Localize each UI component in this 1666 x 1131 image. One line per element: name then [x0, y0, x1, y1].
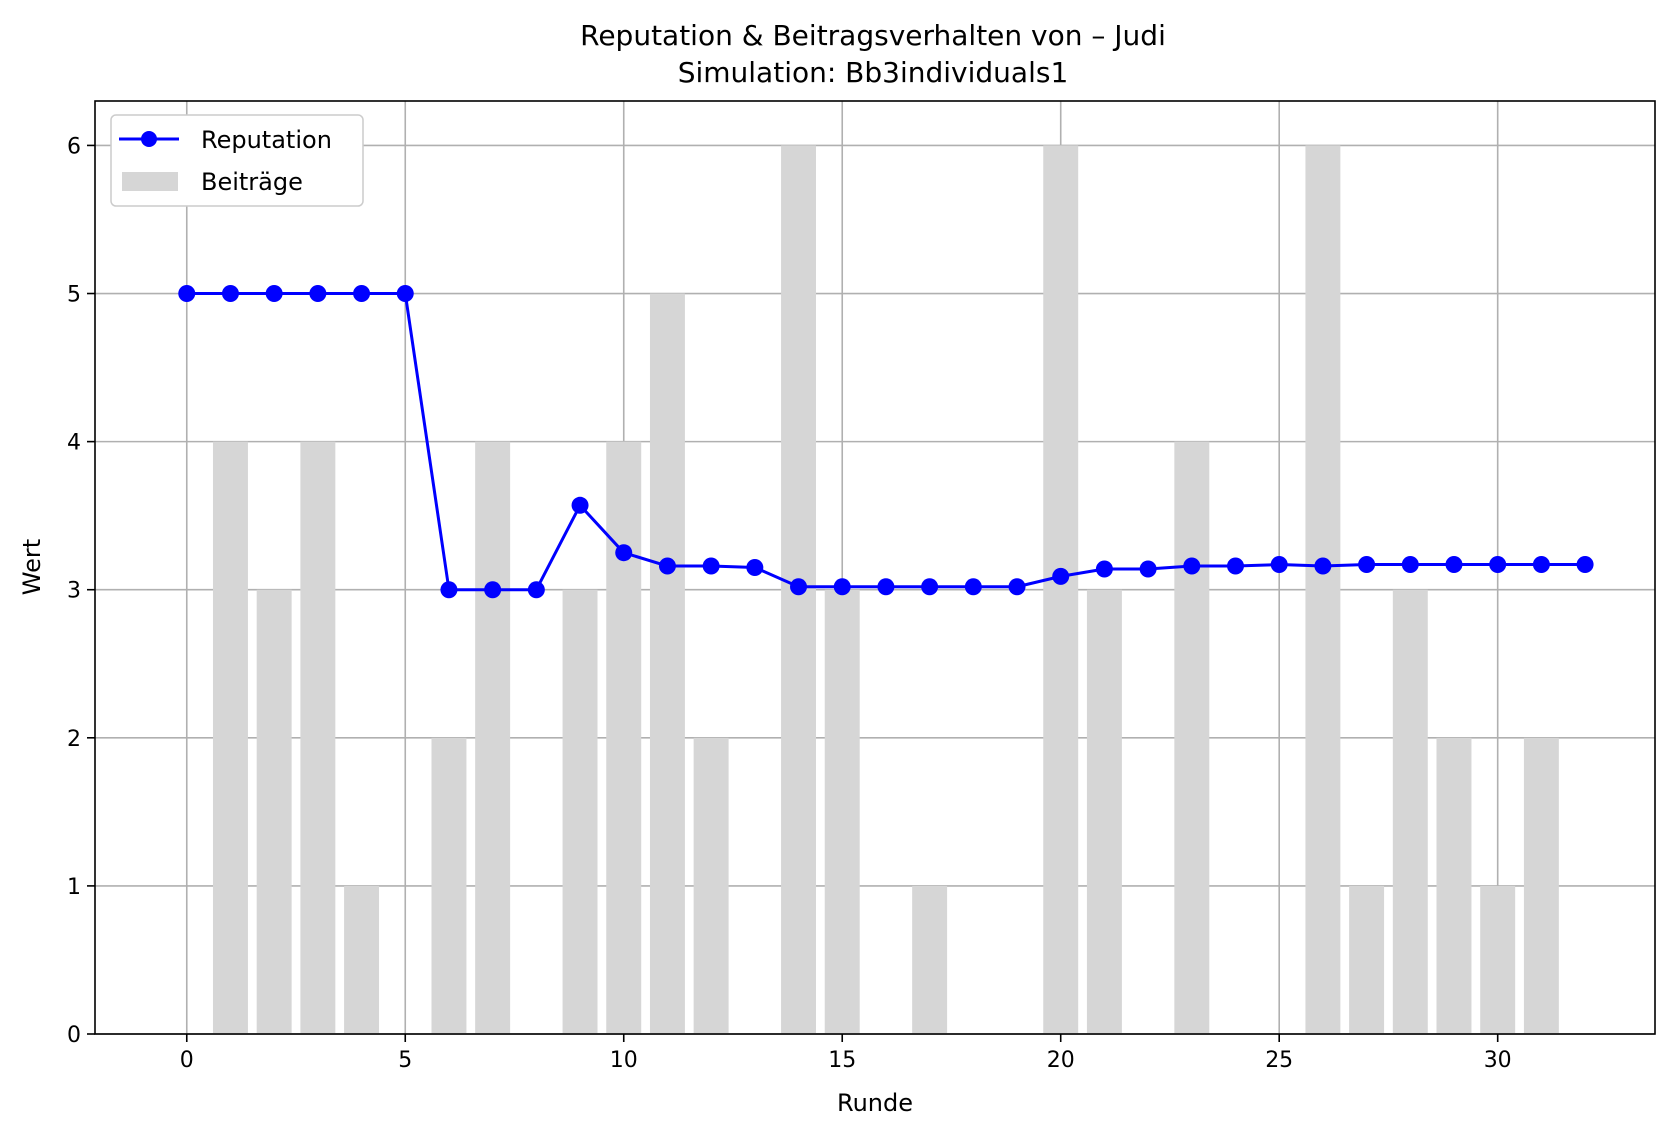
reputation-point	[1401, 556, 1419, 574]
reputation-point	[921, 578, 939, 596]
contribution-bar	[912, 885, 948, 1034]
reputation-point	[178, 285, 196, 303]
y-tick-label: 4	[67, 431, 81, 456]
reputation-point	[1445, 556, 1463, 574]
reputation-point	[658, 557, 676, 575]
x-axis-label: Runde	[837, 1089, 913, 1117]
y-tick-label: 1	[67, 875, 81, 900]
contribution-bar	[562, 589, 598, 1034]
reputation-point	[353, 285, 371, 303]
y-tick-label: 0	[67, 1023, 81, 1048]
reputation-point	[964, 578, 982, 596]
reputation-point	[1227, 557, 1245, 575]
reputation-point	[1314, 557, 1332, 575]
reputation-point	[1270, 556, 1288, 574]
legend-beitraege-patch	[122, 172, 178, 191]
contribution-bar	[1523, 737, 1559, 1034]
y-tick-label: 5	[67, 283, 81, 308]
reputation-point	[615, 544, 633, 562]
reputation-point	[440, 581, 458, 599]
x-tick-label: 30	[1484, 1048, 1512, 1073]
x-axis-ticks: 0 5 10 15 20 25 30	[180, 1034, 1512, 1073]
contribution-bar	[431, 737, 467, 1034]
contribution-bar	[693, 737, 729, 1034]
contribution-bar	[649, 293, 685, 1034]
reputation-point	[702, 557, 720, 575]
y-tick-label: 2	[67, 727, 81, 752]
contribution-bar	[300, 441, 336, 1035]
contribution-bar	[475, 441, 511, 1035]
legend-beitraege-label: Beiträge	[201, 168, 303, 196]
contribution-bar	[1174, 441, 1210, 1035]
reputation-point	[1489, 556, 1507, 574]
reputation-point	[309, 285, 327, 303]
x-tick-label: 25	[1265, 1048, 1293, 1073]
legend: Reputation Beiträge	[110, 114, 364, 207]
reputation-point	[746, 559, 764, 576]
contribution-bar	[1043, 145, 1079, 1034]
reputation-point	[790, 578, 808, 596]
contribution-bar	[344, 885, 380, 1034]
x-tick-label: 20	[1047, 1048, 1075, 1073]
reputation-point	[833, 578, 851, 596]
reputation-point	[527, 581, 545, 599]
contribution-bar	[1305, 145, 1341, 1034]
x-tick-label: 15	[828, 1048, 856, 1073]
contribution-bar	[1086, 589, 1122, 1034]
reputation-point	[484, 581, 502, 599]
contribution-bar	[212, 441, 248, 1035]
reputation-point	[1532, 556, 1550, 574]
contribution-bar	[1349, 885, 1385, 1034]
contribution-bar	[1480, 885, 1516, 1034]
reputation-point	[1095, 560, 1113, 578]
chart-title: Reputation & Beitragsverhalten von – Jud…	[580, 19, 1166, 52]
reputation-point	[1008, 578, 1026, 596]
contribution-bar	[1392, 589, 1428, 1034]
chart-subtitle: Simulation: Bb3individuals1	[678, 56, 1069, 89]
x-tick-label: 5	[398, 1048, 412, 1073]
bars-group	[212, 145, 1559, 1035]
legend-reputation-label: Reputation	[201, 126, 332, 154]
y-tick-label: 3	[67, 579, 81, 604]
x-tick-label: 0	[180, 1048, 194, 1073]
x-tick-label: 10	[610, 1048, 638, 1073]
reputation-point	[1576, 556, 1594, 574]
reputation-point	[265, 285, 283, 303]
contribution-bar	[1436, 737, 1472, 1034]
reputation-point	[571, 496, 589, 514]
contribution-bar	[256, 589, 292, 1034]
reputation-point	[1139, 560, 1157, 578]
y-axis-ticks: 0 1 2 3 4 5 6	[67, 134, 95, 1048]
y-axis-label: Wert	[18, 539, 46, 595]
reputation-point	[877, 578, 895, 596]
legend-reputation-marker	[141, 131, 157, 147]
reputation-point	[1052, 567, 1070, 585]
reputation-point	[396, 285, 414, 303]
contribution-bar	[824, 589, 860, 1034]
reputation-point	[221, 285, 239, 303]
plot-frame	[94, 100, 1656, 1035]
reputation-point	[1183, 557, 1201, 575]
y-tick-label: 6	[67, 134, 81, 159]
reputation-line-group	[178, 285, 1594, 599]
reputation-point	[1358, 556, 1376, 574]
contribution-bar	[606, 441, 642, 1035]
